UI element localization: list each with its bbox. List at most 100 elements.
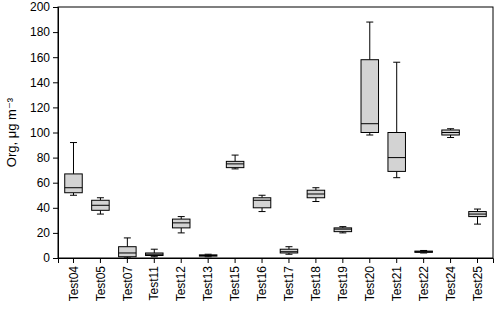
- plot-frame: [58, 7, 493, 258]
- min-cap: [339, 232, 346, 233]
- y-tick-mark: [53, 158, 58, 159]
- upper-whisker: [127, 238, 128, 247]
- min-cap: [312, 201, 319, 202]
- median: [280, 251, 298, 252]
- box-plot: [92, 198, 110, 214]
- min-cap: [178, 232, 185, 233]
- x-tick: Test17: [282, 258, 296, 301]
- y-tick: 180: [30, 25, 58, 39]
- y-tick: 0: [43, 251, 58, 265]
- box-plot: [442, 129, 460, 138]
- median: [146, 254, 164, 255]
- box-plot: [280, 247, 298, 255]
- y-axis-title: Org, μg m⁻³: [4, 97, 19, 167]
- y-tick-mark: [53, 208, 58, 209]
- x-tick: Test16: [255, 258, 269, 301]
- y-tick-mark: [53, 7, 58, 8]
- y-tick-label: 40: [37, 201, 51, 215]
- box-plot: [146, 249, 164, 257]
- x-tick-mark: [262, 258, 263, 263]
- x-tick-label: Test16: [255, 266, 269, 302]
- box: [172, 219, 190, 228]
- lower-whisker: [181, 228, 182, 233]
- x-tick-mark: [208, 258, 209, 263]
- x-tick: Test04: [67, 258, 81, 301]
- max-cap: [474, 209, 481, 210]
- y-tick: 60: [37, 176, 58, 190]
- x-tick-label: Test18: [309, 266, 323, 302]
- median: [92, 205, 110, 206]
- median: [334, 229, 352, 230]
- x-tick: Test22: [417, 258, 431, 301]
- x-axis: Test04Test05Test07Test11Test12Test13Test…: [59, 258, 494, 301]
- min-cap: [97, 214, 104, 215]
- upper-whisker: [73, 143, 74, 174]
- x-tick: Test12: [174, 258, 188, 301]
- lower-whisker: [315, 198, 316, 202]
- x-tick-mark: [235, 258, 236, 263]
- y-tick: 80: [37, 151, 58, 165]
- x-tick: Test15: [228, 258, 242, 301]
- median: [253, 200, 271, 201]
- y-tick: 140: [30, 76, 58, 90]
- min-cap: [474, 224, 481, 225]
- median: [307, 193, 325, 194]
- upper-whisker: [235, 155, 236, 161]
- box: [469, 212, 487, 217]
- x-tick: Test20: [363, 258, 377, 301]
- median: [172, 222, 190, 223]
- y-tick-label: 140: [30, 76, 50, 90]
- box: [199, 255, 217, 256]
- min-cap: [285, 254, 292, 255]
- x-tick: Test18: [309, 258, 323, 301]
- x-tick: Test25: [471, 258, 485, 301]
- box-plot: [199, 254, 217, 257]
- max-cap: [339, 226, 346, 227]
- y-tick-label: 60: [37, 176, 51, 190]
- x-tick-mark: [181, 258, 182, 263]
- box: [280, 249, 298, 253]
- y-tick: 160: [30, 51, 58, 65]
- box-plot: [361, 22, 379, 135]
- x-tick-label: Test19: [336, 266, 350, 302]
- median: [226, 163, 244, 164]
- x-tick-mark: [450, 258, 451, 263]
- plot: 020406080100120140160180200Test04Test05T…: [30, 0, 494, 301]
- box-plot: [226, 155, 244, 169]
- box: [415, 251, 433, 252]
- x-tick-label: Test05: [94, 266, 108, 302]
- x-tick-mark: [342, 258, 343, 263]
- x-tick: Test13: [201, 258, 215, 301]
- x-tick: Test24: [444, 258, 458, 301]
- median: [119, 252, 137, 253]
- lower-whisker: [262, 208, 263, 212]
- min-cap: [259, 211, 266, 212]
- x-tick-mark: [154, 258, 155, 263]
- x-tick-label: Test24: [444, 266, 458, 302]
- y-tick-mark: [53, 133, 58, 134]
- x-axis-line: [59, 259, 494, 264]
- x-tick-mark: [127, 258, 128, 263]
- box-plot: [172, 217, 190, 233]
- box-plot: [334, 227, 352, 233]
- min-cap: [151, 256, 158, 257]
- upper-whisker: [369, 22, 370, 60]
- x-tick: Test21: [390, 258, 404, 301]
- x-tick-mark: [396, 258, 397, 263]
- box-plot: [415, 250, 433, 253]
- y-tick-mark: [53, 233, 58, 234]
- max-cap: [124, 237, 131, 238]
- x-tick-label: Test17: [282, 266, 296, 302]
- max-cap: [70, 142, 77, 143]
- box: [119, 247, 137, 257]
- x-tick-label: Test25: [471, 266, 485, 302]
- box: [388, 133, 406, 172]
- box: [146, 253, 164, 256]
- box: [361, 60, 379, 133]
- x-tick-label: Test12: [174, 266, 188, 302]
- median: [65, 187, 83, 188]
- max-cap: [97, 197, 104, 198]
- x-tick-mark: [423, 258, 424, 263]
- box: [92, 200, 110, 210]
- x-tick: Test19: [336, 258, 350, 301]
